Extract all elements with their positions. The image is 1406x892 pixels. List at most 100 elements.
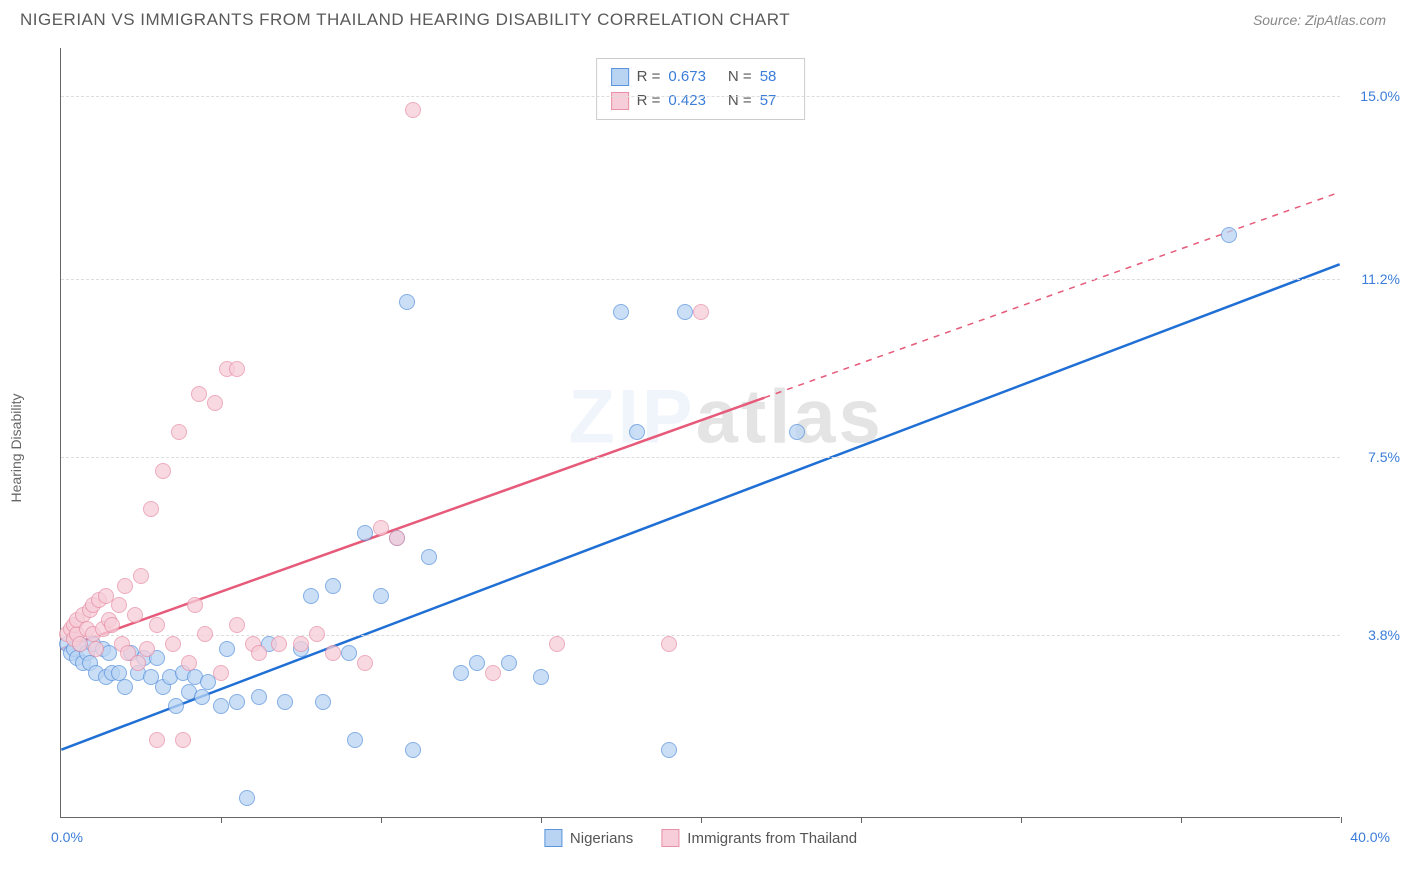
x-tick xyxy=(1181,817,1182,823)
scatter-point xyxy=(389,530,405,546)
scatter-point xyxy=(104,617,120,633)
r-value-1: 0.423 xyxy=(668,89,706,113)
series-name-1: Immigrants from Thailand xyxy=(687,830,857,847)
scatter-point xyxy=(293,636,309,652)
n-label: N = xyxy=(728,89,752,113)
gridline xyxy=(61,457,1340,458)
scatter-point xyxy=(533,669,549,685)
gridline xyxy=(61,96,1340,97)
scatter-point xyxy=(405,102,421,118)
scatter-point xyxy=(373,520,389,536)
y-tick-label: 15.0% xyxy=(1360,88,1400,104)
bottom-legend: Nigerians Immigrants from Thailand xyxy=(544,829,857,847)
n-value-1: 57 xyxy=(760,89,777,113)
scatter-point xyxy=(171,424,187,440)
scatter-point xyxy=(191,386,207,402)
scatter-point xyxy=(373,588,389,604)
r-label: R = xyxy=(637,89,661,113)
scatter-point xyxy=(347,732,363,748)
scatter-point xyxy=(219,641,235,657)
scatter-point xyxy=(213,698,229,714)
chart-title: NIGERIAN VS IMMIGRANTS FROM THAILAND HEA… xyxy=(20,10,790,30)
scatter-point xyxy=(130,655,146,671)
y-tick-label: 7.5% xyxy=(1368,449,1400,465)
gridline xyxy=(61,279,1340,280)
scatter-point xyxy=(168,698,184,714)
scatter-point xyxy=(693,304,709,320)
swatch-series-0 xyxy=(611,68,629,86)
r-label: R = xyxy=(637,65,661,89)
y-tick-label: 3.8% xyxy=(1368,627,1400,643)
legend-item-1: Immigrants from Thailand xyxy=(661,829,857,847)
x-tick xyxy=(1021,817,1022,823)
x-axis-max-label: 40.0% xyxy=(1350,829,1390,845)
swatch-series-0 xyxy=(544,829,562,847)
scatter-point xyxy=(677,304,693,320)
scatter-point xyxy=(357,525,373,541)
x-tick xyxy=(1341,817,1342,823)
scatter-point xyxy=(229,694,245,710)
n-label: N = xyxy=(728,65,752,89)
scatter-point xyxy=(613,304,629,320)
scatter-point xyxy=(239,790,255,806)
scatter-point xyxy=(197,626,213,642)
scatter-point xyxy=(88,641,104,657)
scatter-point xyxy=(175,732,191,748)
scatter-point xyxy=(117,679,133,695)
x-tick xyxy=(861,817,862,823)
scatter-point xyxy=(303,588,319,604)
source-label: Source: ZipAtlas.com xyxy=(1253,12,1386,28)
scatter-point xyxy=(325,645,341,661)
y-axis-title: Hearing Disability xyxy=(8,394,24,503)
scatter-point xyxy=(549,636,565,652)
scatter-point xyxy=(143,501,159,517)
scatter-point xyxy=(315,694,331,710)
scatter-point xyxy=(139,641,155,657)
scatter-point xyxy=(251,645,267,661)
scatter-point xyxy=(309,626,325,642)
x-tick xyxy=(541,817,542,823)
x-tick xyxy=(221,817,222,823)
scatter-point xyxy=(229,617,245,633)
scatter-point xyxy=(229,361,245,377)
scatter-point xyxy=(111,597,127,613)
x-axis-min-label: 0.0% xyxy=(51,829,83,845)
watermark: ZIPatlas xyxy=(568,374,883,461)
scatter-point xyxy=(207,395,223,411)
scatter-point xyxy=(421,549,437,565)
scatter-point xyxy=(133,568,149,584)
scatter-point xyxy=(155,463,171,479)
scatter-point xyxy=(357,655,373,671)
chart-container: Hearing Disability ZIPatlas R = 0.673 N … xyxy=(20,38,1386,858)
scatter-point xyxy=(405,742,421,758)
scatter-point xyxy=(117,578,133,594)
scatter-point xyxy=(469,655,485,671)
x-tick xyxy=(381,817,382,823)
scatter-point xyxy=(149,617,165,633)
stats-row-series-1: R = 0.423 N = 57 xyxy=(611,89,791,113)
scatter-point xyxy=(271,636,287,652)
y-tick-label: 11.2% xyxy=(1361,271,1400,287)
stats-row-series-0: R = 0.673 N = 58 xyxy=(611,65,791,89)
r-value-0: 0.673 xyxy=(668,65,706,89)
scatter-point xyxy=(187,597,203,613)
scatter-point xyxy=(149,732,165,748)
scatter-point xyxy=(127,607,143,623)
scatter-point xyxy=(251,689,267,705)
scatter-point xyxy=(501,655,517,671)
scatter-point xyxy=(1221,227,1237,243)
scatter-point xyxy=(629,424,645,440)
scatter-point xyxy=(661,636,677,652)
series-name-0: Nigerians xyxy=(570,830,633,847)
legend-item-0: Nigerians xyxy=(544,829,633,847)
scatter-point xyxy=(325,578,341,594)
scatter-point xyxy=(213,665,229,681)
scatter-point xyxy=(194,689,210,705)
scatter-point xyxy=(661,742,677,758)
scatter-point xyxy=(399,294,415,310)
swatch-series-1 xyxy=(611,92,629,110)
stats-legend: R = 0.673 N = 58 R = 0.423 N = 57 xyxy=(596,58,806,120)
scatter-point xyxy=(341,645,357,661)
scatter-point xyxy=(453,665,469,681)
scatter-point xyxy=(181,655,197,671)
